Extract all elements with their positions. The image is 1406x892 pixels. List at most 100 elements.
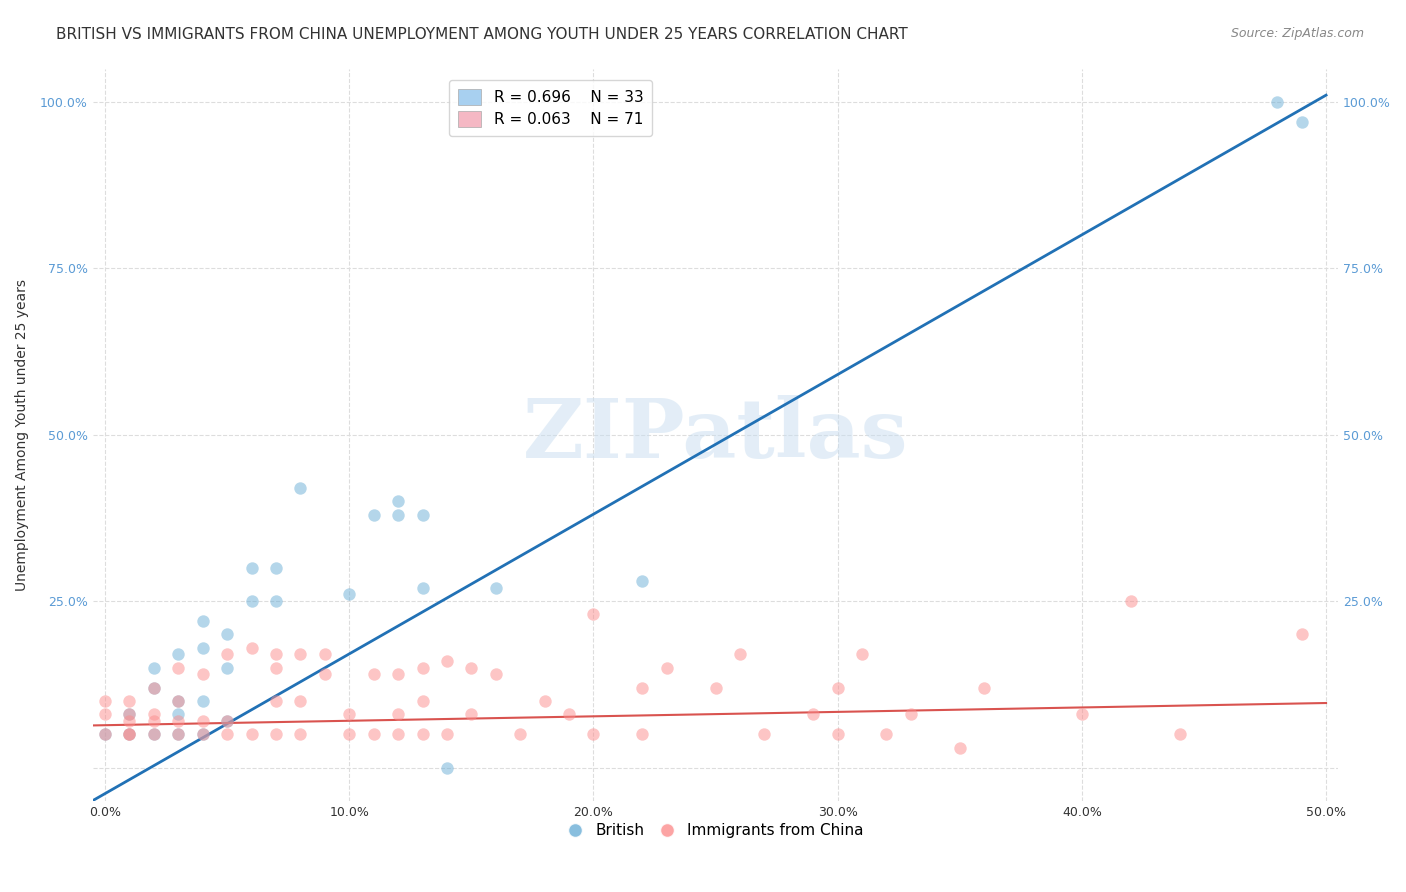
Point: [655, 661, 678, 675]
Point: [728, 648, 751, 662]
Point: [167, 714, 190, 728]
Point: [264, 661, 287, 675]
Point: [191, 667, 214, 681]
Point: [314, 648, 336, 662]
Point: [167, 727, 190, 741]
Point: [631, 574, 654, 589]
Point: [264, 561, 287, 575]
Point: [240, 561, 263, 575]
Point: [1119, 594, 1142, 608]
Point: [290, 648, 312, 662]
Point: [240, 594, 263, 608]
Point: [1168, 727, 1191, 741]
Point: [1070, 707, 1092, 722]
Text: Source: ZipAtlas.com: Source: ZipAtlas.com: [1230, 27, 1364, 40]
Point: [240, 727, 263, 741]
Text: BRITISH VS IMMIGRANTS FROM CHINA UNEMPLOYMENT AMONG YOUTH UNDER 25 YEARS CORRELA: BRITISH VS IMMIGRANTS FROM CHINA UNEMPLO…: [56, 27, 908, 42]
Point: [412, 694, 434, 708]
Point: [949, 740, 972, 755]
Point: [1265, 95, 1288, 109]
Point: [412, 661, 434, 675]
Point: [337, 707, 360, 722]
Point: [142, 707, 165, 722]
Point: [387, 667, 409, 681]
Point: [142, 681, 165, 695]
Point: [558, 707, 581, 722]
Point: [582, 607, 605, 622]
Point: [290, 694, 312, 708]
Point: [973, 681, 995, 695]
Point: [436, 654, 458, 668]
Point: [94, 727, 117, 741]
Point: [754, 727, 776, 741]
Point: [191, 694, 214, 708]
Point: [94, 694, 117, 708]
Point: [582, 727, 605, 741]
Point: [1291, 627, 1313, 641]
Point: [264, 594, 287, 608]
Point: [142, 727, 165, 741]
Point: [142, 714, 165, 728]
Point: [191, 714, 214, 728]
Point: [217, 727, 239, 741]
Point: [337, 727, 360, 741]
Point: [337, 587, 360, 601]
Point: [412, 581, 434, 595]
Point: [436, 761, 458, 775]
Point: [460, 661, 482, 675]
Point: [851, 648, 873, 662]
Point: [191, 640, 214, 655]
Point: [118, 707, 141, 722]
Point: [900, 707, 922, 722]
Point: [264, 694, 287, 708]
Point: [142, 661, 165, 675]
Point: [217, 661, 239, 675]
Point: [1291, 115, 1313, 129]
Legend: British, Immigrants from China: British, Immigrants from China: [561, 817, 869, 845]
Point: [191, 727, 214, 741]
Point: [412, 508, 434, 522]
Point: [191, 727, 214, 741]
Point: [387, 727, 409, 741]
Point: [631, 727, 654, 741]
Point: [118, 694, 141, 708]
Point: [191, 614, 214, 628]
Point: [827, 681, 849, 695]
Point: [460, 707, 482, 722]
Point: [142, 727, 165, 741]
Point: [118, 727, 141, 741]
Point: [264, 727, 287, 741]
Point: [290, 727, 312, 741]
Point: [314, 667, 336, 681]
Point: [142, 681, 165, 695]
Point: [387, 494, 409, 508]
Point: [118, 714, 141, 728]
Point: [264, 648, 287, 662]
Point: [217, 627, 239, 641]
Point: [631, 681, 654, 695]
Point: [290, 481, 312, 495]
Point: [118, 727, 141, 741]
Point: [363, 508, 385, 522]
Point: [240, 640, 263, 655]
Point: [94, 727, 117, 741]
Point: [533, 694, 555, 708]
Point: [118, 727, 141, 741]
Point: [704, 681, 727, 695]
Point: [387, 508, 409, 522]
Point: [217, 648, 239, 662]
Point: [412, 727, 434, 741]
Point: [167, 694, 190, 708]
Point: [363, 667, 385, 681]
Y-axis label: Unemployment Among Youth under 25 years: Unemployment Among Youth under 25 years: [15, 278, 30, 591]
Point: [509, 727, 531, 741]
Point: [217, 714, 239, 728]
Text: ZIPatlas: ZIPatlas: [523, 394, 908, 475]
Point: [387, 707, 409, 722]
Point: [118, 707, 141, 722]
Point: [94, 707, 117, 722]
Point: [827, 727, 849, 741]
Point: [363, 727, 385, 741]
Point: [167, 661, 190, 675]
Point: [217, 714, 239, 728]
